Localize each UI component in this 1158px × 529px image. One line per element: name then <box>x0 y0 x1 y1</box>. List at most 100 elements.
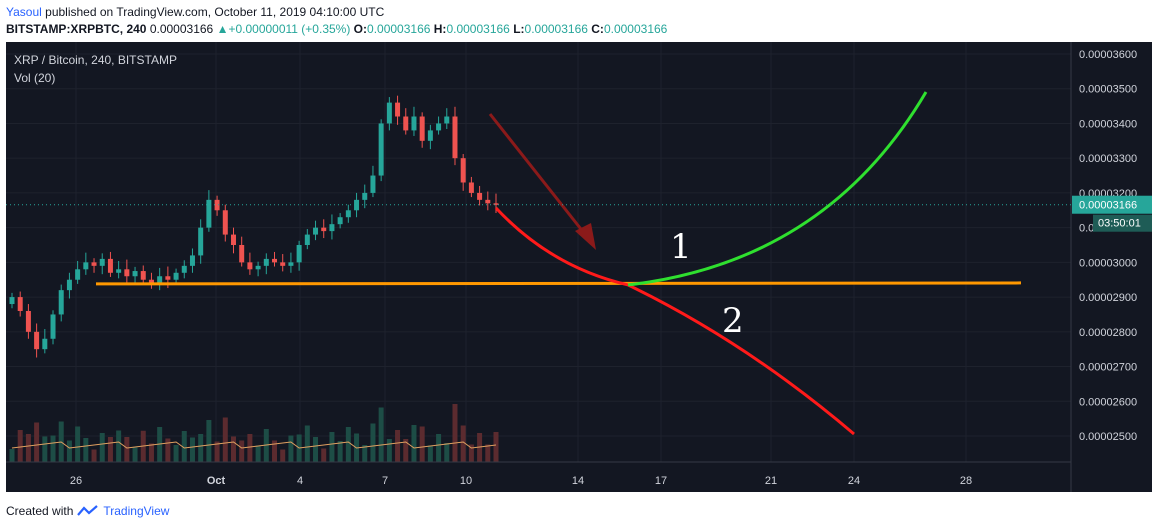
high-value: 0.00003166 <box>446 22 510 36</box>
volume-bar <box>239 440 245 462</box>
volume-bar <box>362 445 368 462</box>
candle-body <box>25 310 31 332</box>
volume-bar <box>378 407 384 462</box>
volume-bar <box>124 437 130 462</box>
candle-body <box>337 217 343 225</box>
volume-bar <box>468 444 474 462</box>
price-value: 0.00003166 <box>149 22 214 36</box>
volume-bar <box>304 425 310 462</box>
up-triangle-icon: ▲ <box>216 22 229 36</box>
candle-body <box>124 269 130 277</box>
candle-body <box>419 116 425 141</box>
low-value: 0.00003166 <box>524 22 588 36</box>
time-tick-label: Oct <box>207 475 226 487</box>
volume-bar <box>116 430 122 462</box>
time-tick-label: 21 <box>765 475 777 487</box>
volume-bar <box>452 404 458 462</box>
volume-bar <box>272 440 278 462</box>
time-tick-label: 28 <box>960 475 972 487</box>
candle-body <box>91 262 97 266</box>
support-line <box>95 281 1022 286</box>
candle-body <box>263 258 269 266</box>
price-tick-label: 0.00002700 <box>1079 362 1137 374</box>
volume-bar <box>222 417 228 462</box>
drawings: 12 <box>95 91 1022 436</box>
candle-body <box>485 199 491 204</box>
symbol-label: BITSTAMP:XRPBTC, 240 <box>6 22 147 36</box>
volume-bar <box>247 434 253 462</box>
candle-body <box>395 102 401 117</box>
scenario-2-curve <box>494 206 855 436</box>
close-value: 0.00003166 <box>603 22 668 36</box>
candle-body <box>304 234 310 245</box>
volume-bar <box>99 433 105 462</box>
candle-body <box>173 272 179 280</box>
volume-bars <box>9 404 499 462</box>
time-axis[interactable]: 26 Oct 4 7 10 14 17 21 24 28 <box>6 461 1071 487</box>
candle-body <box>313 227 319 235</box>
time-tick-label: 24 <box>848 475 860 487</box>
footer: Created with TradingView <box>6 504 169 518</box>
tradingview-link[interactable]: TradingView <box>103 504 170 518</box>
volume-average-line <box>11 441 497 449</box>
volume-bar <box>493 432 499 462</box>
author-link[interactable]: Yasoul <box>6 5 42 19</box>
scenario-1-label: 1 <box>670 227 692 267</box>
candle-body <box>354 199 360 211</box>
price-axis[interactable]: 0.00003600 0.00003500 0.00003400 0.00003300… <box>6 42 1152 492</box>
volume-bar <box>255 445 261 462</box>
time-tick-label: 4 <box>297 475 303 487</box>
volume-bar <box>280 449 286 462</box>
volume-bar <box>206 420 212 462</box>
volume-bar <box>395 430 401 462</box>
candle-body <box>58 290 64 315</box>
volume-bar <box>75 426 81 462</box>
volume-bar <box>181 431 187 462</box>
publish-info: published on TradingView.com, October 11… <box>45 5 385 19</box>
candle-body <box>444 116 450 124</box>
candle-body <box>17 297 23 311</box>
volume-bar <box>313 437 319 462</box>
time-tick-label: 26 <box>70 475 82 487</box>
volume-bar <box>386 439 392 462</box>
price-tick-label: 0.00002800 <box>1079 327 1137 339</box>
candle-body <box>460 158 466 183</box>
volume-bar <box>198 434 204 462</box>
candle-body <box>198 227 204 256</box>
volume-bar <box>148 443 154 462</box>
created-with-label: Created with <box>6 504 74 518</box>
candle-body <box>34 331 40 350</box>
candle-body <box>255 265 261 270</box>
low-label: L: <box>513 22 525 36</box>
volume-bar <box>345 427 351 462</box>
open-value: 0.00003166 <box>367 22 431 36</box>
candle-body <box>296 245 302 263</box>
price-tick-label: 0.00003000 <box>1079 257 1137 269</box>
last-price-label: 0.00003166 <box>1079 200 1137 212</box>
candle-body <box>239 245 245 263</box>
candle-body <box>288 262 294 266</box>
volume-bar <box>9 449 15 462</box>
volume-bar <box>34 422 40 462</box>
publish-line: Yasoul published on TradingView.com, Oct… <box>6 5 384 19</box>
candle-body <box>132 271 138 277</box>
time-tick-label: 7 <box>382 475 388 487</box>
price-tick-label: 0.00002500 <box>1079 431 1137 443</box>
candle-body <box>247 262 253 270</box>
candle-body <box>370 175 376 193</box>
candle-body <box>329 224 335 232</box>
volume-bar <box>370 423 376 462</box>
candle-body <box>386 102 392 124</box>
price-chart[interactable]: XRP / Bitcoin, 240, BITSTAMP Vol (20) 12… <box>6 42 1152 492</box>
volume-bar <box>50 435 56 462</box>
volume-bar <box>165 438 171 462</box>
candle-body <box>99 258 105 266</box>
volume-bar <box>25 434 31 462</box>
volume-bar <box>91 449 97 462</box>
candles <box>9 95 499 358</box>
time-tick-label: 14 <box>572 475 584 487</box>
candle-body <box>9 297 15 305</box>
change-value: +0.00000011 (+0.35%) <box>228 22 351 36</box>
candle-body <box>83 262 89 270</box>
candle-body <box>280 262 286 266</box>
